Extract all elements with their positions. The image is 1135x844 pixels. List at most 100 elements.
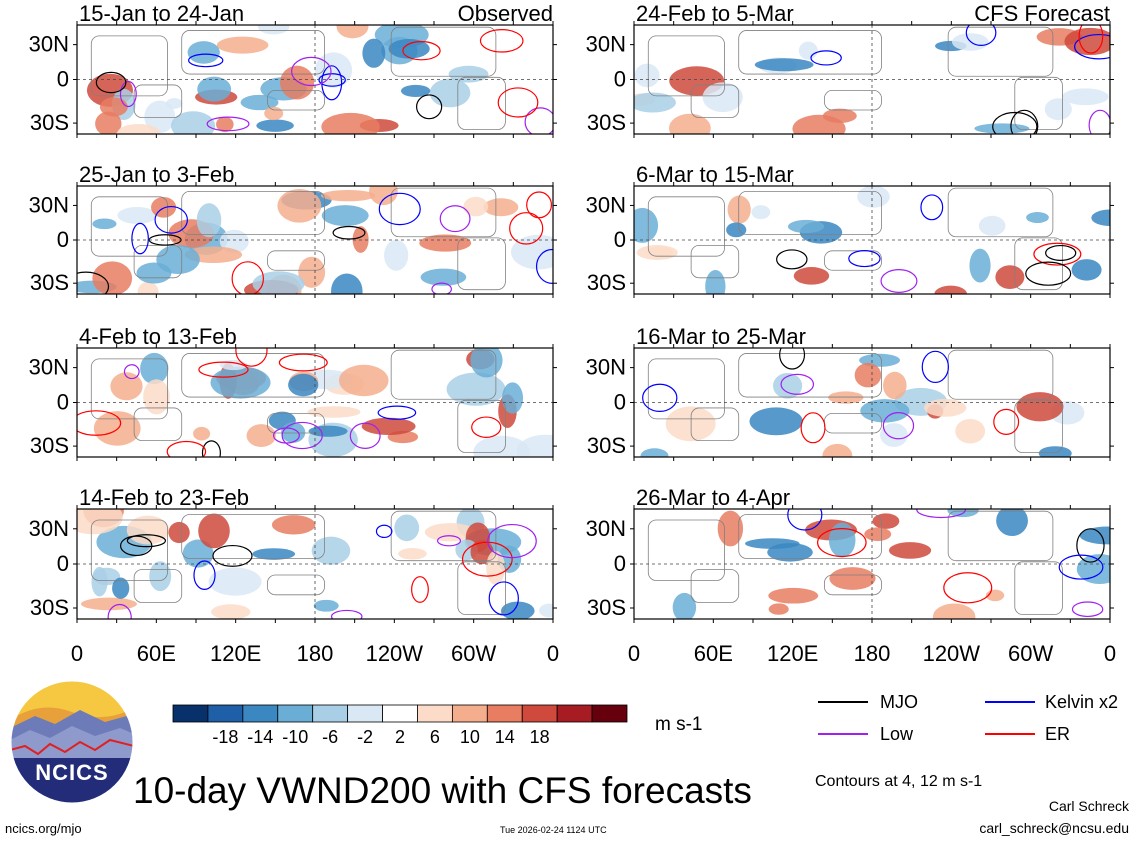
contour-line (126, 534, 167, 548)
anomaly-shading (636, 245, 678, 260)
panel-period: 14-Feb to 23-Feb (79, 485, 249, 510)
lon-label: 60W (1008, 641, 1053, 666)
lon-label: 0 (547, 641, 559, 666)
lat-label: 30S (30, 433, 69, 458)
anomaly-shading (281, 422, 306, 443)
panel-left-3: 30N 0 30S 14-Feb to 23-Feb (29, 485, 557, 623)
panel-period: 16-Mar to 25-Mar (636, 324, 806, 349)
land-outline (90, 358, 168, 420)
land-outline (457, 76, 506, 131)
timestamp: Tue 2026-02-24 1124 UTC (500, 825, 607, 835)
logo-graphic (10, 680, 134, 804)
colorbar-swatch (521, 704, 558, 723)
panel-period: 4-Feb to 13-Feb (79, 324, 237, 349)
anomaly-shading (934, 285, 967, 294)
land-outline (457, 399, 506, 454)
lat-label: 30S (587, 270, 626, 295)
contour-line (77, 410, 122, 436)
anomaly-shading (702, 82, 743, 113)
colorbar-tick-label: 10 (460, 727, 480, 747)
colorbar-swatch (347, 704, 383, 723)
contour-line (378, 192, 421, 226)
land-outline (1014, 76, 1063, 131)
land-outline (390, 510, 497, 562)
anomaly-shading (1079, 526, 1110, 545)
contour-line (780, 373, 815, 395)
ncics-logo: NCICS (10, 680, 134, 804)
anomaly-shading (749, 407, 803, 436)
units-label: m s-1 (655, 714, 703, 735)
anomaly-shading (429, 78, 471, 108)
site-url: ncics.org/mjo (5, 821, 82, 836)
panel-period: 6-Mar to 15-Mar (636, 162, 794, 187)
anomaly-shading (320, 189, 376, 202)
anomaly-shading (1038, 446, 1072, 457)
anomaly-shading (136, 262, 172, 284)
anomaly-shading (144, 100, 176, 133)
anomaly-shading (974, 123, 1030, 134)
colorbar-swatch (451, 704, 488, 723)
contour-line (377, 405, 417, 420)
anomaly-shading (216, 36, 269, 54)
anomaly-shading (717, 510, 744, 547)
contour-line (1010, 109, 1039, 134)
contour-line (488, 581, 519, 616)
panel-left-2: 30N 0 30S 4-Feb to 13-Feb (29, 324, 557, 461)
anomaly-shading (995, 265, 1025, 290)
contour-line (375, 524, 393, 539)
contour-line (272, 427, 300, 444)
contour-line (235, 348, 268, 367)
lat-label: 30S (30, 270, 69, 295)
anomaly-shading (137, 281, 159, 294)
anomaly-shading (112, 577, 130, 599)
lon-label: 0 (1104, 641, 1116, 666)
contour-line (131, 222, 149, 255)
anomaly-shading (768, 587, 819, 604)
anomaly-shading (151, 197, 177, 218)
colorbar-swatch (172, 704, 209, 723)
anomaly-shading (384, 239, 409, 271)
legend-label-mjo: MJO (880, 692, 918, 712)
panel-period: 25-Jan to 3-Feb (79, 162, 234, 187)
contour-line (123, 364, 140, 380)
anomaly-shading (996, 509, 1028, 536)
land-outline (133, 407, 183, 442)
anomaly-shading (500, 601, 535, 619)
anomaly-shading (369, 186, 398, 206)
colorbar-tick-label: -6 (322, 727, 338, 747)
anomaly-shading (307, 406, 361, 418)
land-outline (690, 244, 740, 279)
lat-label: 0 (614, 390, 626, 415)
anomaly-shading (1062, 88, 1109, 106)
anomaly-shading (308, 425, 348, 437)
contour-line (119, 80, 137, 108)
lat-label: 0 (57, 227, 69, 252)
anomaly-shading (298, 256, 326, 288)
land-outline (647, 519, 725, 581)
lat-label: 30N (29, 32, 69, 57)
anomaly-shading (398, 548, 427, 560)
anomaly-shading (420, 268, 467, 286)
land-outline (90, 519, 168, 581)
contour-line (436, 535, 462, 547)
land-outline (647, 358, 725, 420)
author-email: carl_schreck@ncsu.edu (979, 820, 1129, 836)
lon-label: 0 (628, 641, 640, 666)
anomaly-shading (857, 186, 890, 208)
contour-line (993, 408, 1020, 435)
colorbar-swatch (556, 704, 593, 723)
forecast-label: CFS Forecast (974, 1, 1110, 26)
anomaly-shading (872, 513, 900, 529)
contour-line (1058, 554, 1104, 580)
contour-line (787, 509, 823, 531)
logo-text: NCICS (35, 760, 109, 785)
land-outline (690, 407, 740, 442)
colorbar-swatch (207, 704, 244, 723)
colorbar-swatch (382, 704, 418, 723)
lon-label: 180 (854, 641, 891, 666)
anomaly-shading (197, 76, 232, 102)
contour-line (154, 205, 188, 234)
anomaly-shading (463, 196, 489, 217)
lat-label: 30N (29, 192, 69, 217)
